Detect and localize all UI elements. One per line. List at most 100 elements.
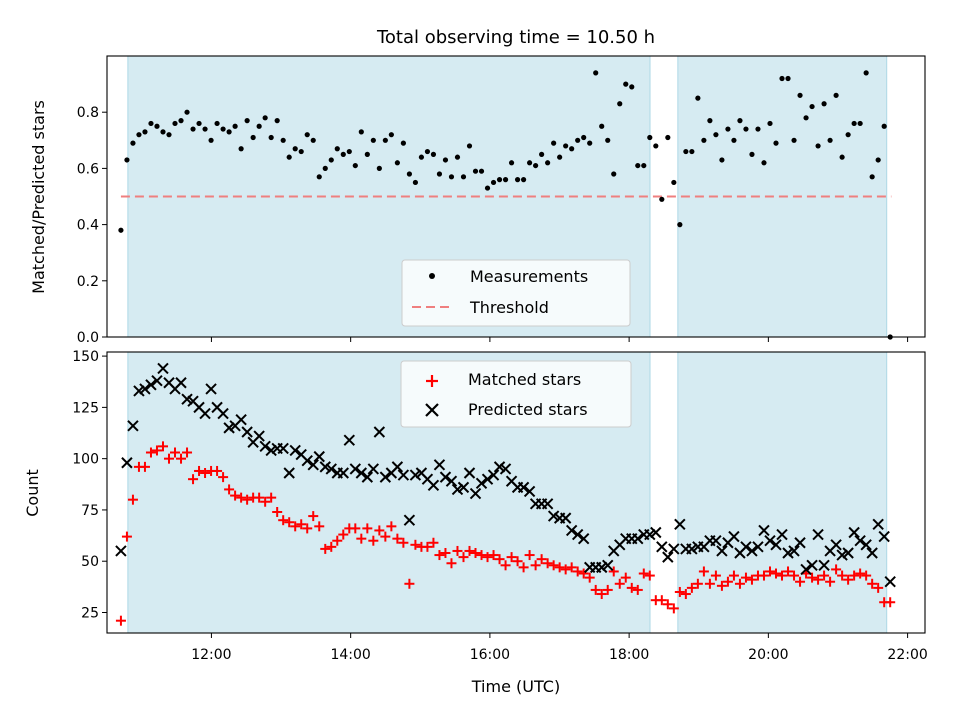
matched-star-point — [638, 568, 649, 579]
measurement-point — [833, 92, 839, 98]
measurement-point — [298, 148, 304, 155]
matched-star-point — [452, 545, 463, 556]
measurement-point — [797, 92, 803, 98]
matched-star-point — [807, 572, 818, 583]
matched-star-point — [578, 568, 589, 579]
predicted-star-point — [752, 541, 764, 553]
predicted-star-point — [445, 475, 458, 487]
measurement-point — [304, 132, 310, 138]
matched-star-point — [476, 550, 487, 561]
predicted-star-point — [764, 534, 776, 547]
measurement-point — [569, 146, 575, 152]
measurement-point — [340, 151, 346, 157]
measurement-point — [671, 179, 677, 186]
matched-star-point — [692, 578, 703, 589]
predicted-star-point — [355, 467, 368, 479]
matched-star-point — [710, 570, 721, 581]
figure-title: Total observing time = 10.50 h — [376, 27, 655, 48]
predicted-star-point — [313, 450, 325, 463]
bottom-y-tick-label: 150 — [72, 349, 99, 365]
predicted-star-point — [439, 471, 452, 483]
matched-star-point — [861, 570, 872, 581]
x-tick-label: 16:00 — [470, 647, 510, 663]
x-tick-label: 22:00 — [887, 647, 927, 663]
matched-star-point — [494, 554, 505, 565]
measurement-point — [737, 118, 743, 124]
predicted-star-point — [463, 467, 476, 479]
measurement-point — [178, 118, 184, 124]
measurement-point — [719, 157, 725, 163]
measurement-point — [172, 120, 178, 127]
matched-star-point — [164, 453, 175, 464]
measurement-point — [557, 154, 563, 160]
matched-star-point — [224, 484, 235, 495]
bottom-y-ticks: 25 50 75 100 125 150 — [72, 349, 107, 621]
predicted-star-point — [145, 379, 157, 391]
measurement-point — [334, 146, 340, 152]
x-tick-label: 12:00 — [191, 647, 231, 663]
measurement-point — [238, 146, 244, 152]
predicted-star-point — [139, 383, 151, 395]
measurement-point — [665, 134, 671, 141]
top-y-tick-label: 0.8 — [77, 105, 99, 121]
predicted-star-point — [289, 444, 301, 457]
predicted-star-point — [830, 539, 842, 551]
measurement-point — [707, 118, 713, 124]
measurement-point — [460, 174, 467, 180]
measurement-point — [629, 84, 635, 90]
matched-star-point — [170, 447, 181, 458]
matched-star-point — [722, 576, 733, 587]
matched-star-point — [620, 572, 631, 583]
bottom-x-ticks: 12:00 14:00 16:00 18:00 20:00 22:00 — [191, 633, 928, 663]
measurement-point — [743, 126, 749, 132]
measurement-point — [839, 154, 845, 160]
predicted-star-point — [277, 442, 289, 455]
bottom-y-tick-label: 50 — [81, 554, 99, 570]
predicted-star-point — [860, 539, 872, 551]
measurement-point — [647, 134, 653, 141]
measurement-point — [286, 154, 292, 160]
matched-star-point — [662, 599, 673, 610]
matched-star-point — [284, 517, 295, 528]
measurement-point — [424, 148, 431, 155]
matched-star-point — [500, 560, 511, 571]
top-panel: 0.00.20.40.60.8 Matched/Predicted stars … — [29, 55, 926, 346]
matched-star-point — [813, 574, 824, 585]
predicted-star-point — [812, 528, 824, 541]
bottom-y-tick-label: 125 — [72, 400, 99, 416]
top-legend: Measurements Threshold — [401, 259, 631, 327]
predicted-star-point — [283, 467, 295, 479]
measurement-point — [406, 171, 412, 177]
measurement-point — [232, 123, 238, 129]
measurement-point — [587, 140, 593, 146]
predicted-star-point — [662, 551, 674, 563]
top-y-tick-label: 0.0 — [77, 330, 99, 346]
matched-star-point — [404, 578, 415, 589]
matched-star-point — [789, 570, 800, 581]
measurement-point — [358, 129, 364, 135]
matched-star-point — [320, 543, 331, 554]
predicted-star-point — [541, 498, 554, 510]
matched-star-point — [686, 582, 697, 593]
measurement-point — [346, 148, 352, 155]
bottom-panel: 25 50 75 100 125 150 12:00 14:00 16:00 18:00 20:0… — [23, 349, 928, 696]
matched-star-point — [566, 562, 577, 573]
matched-star-point — [843, 574, 854, 585]
measurement-point — [551, 140, 557, 146]
measurement-point — [641, 162, 647, 169]
matched-star-point — [127, 494, 138, 505]
matched-star-point — [656, 595, 667, 606]
measurement-point — [851, 120, 857, 127]
matched-star-point — [873, 582, 884, 593]
matched-star-point — [825, 576, 836, 587]
measurement-point — [575, 137, 581, 143]
matched-star-point — [392, 533, 403, 544]
matched-star-point — [398, 537, 409, 548]
measurement-point — [701, 137, 707, 143]
measurement-point — [520, 177, 527, 183]
matched-star-point — [668, 603, 679, 614]
legend-measurements-marker — [429, 273, 435, 279]
matched-star-point — [819, 570, 830, 581]
bottom-axes-frame — [106, 351, 926, 634]
predicted-star-point — [175, 377, 187, 389]
